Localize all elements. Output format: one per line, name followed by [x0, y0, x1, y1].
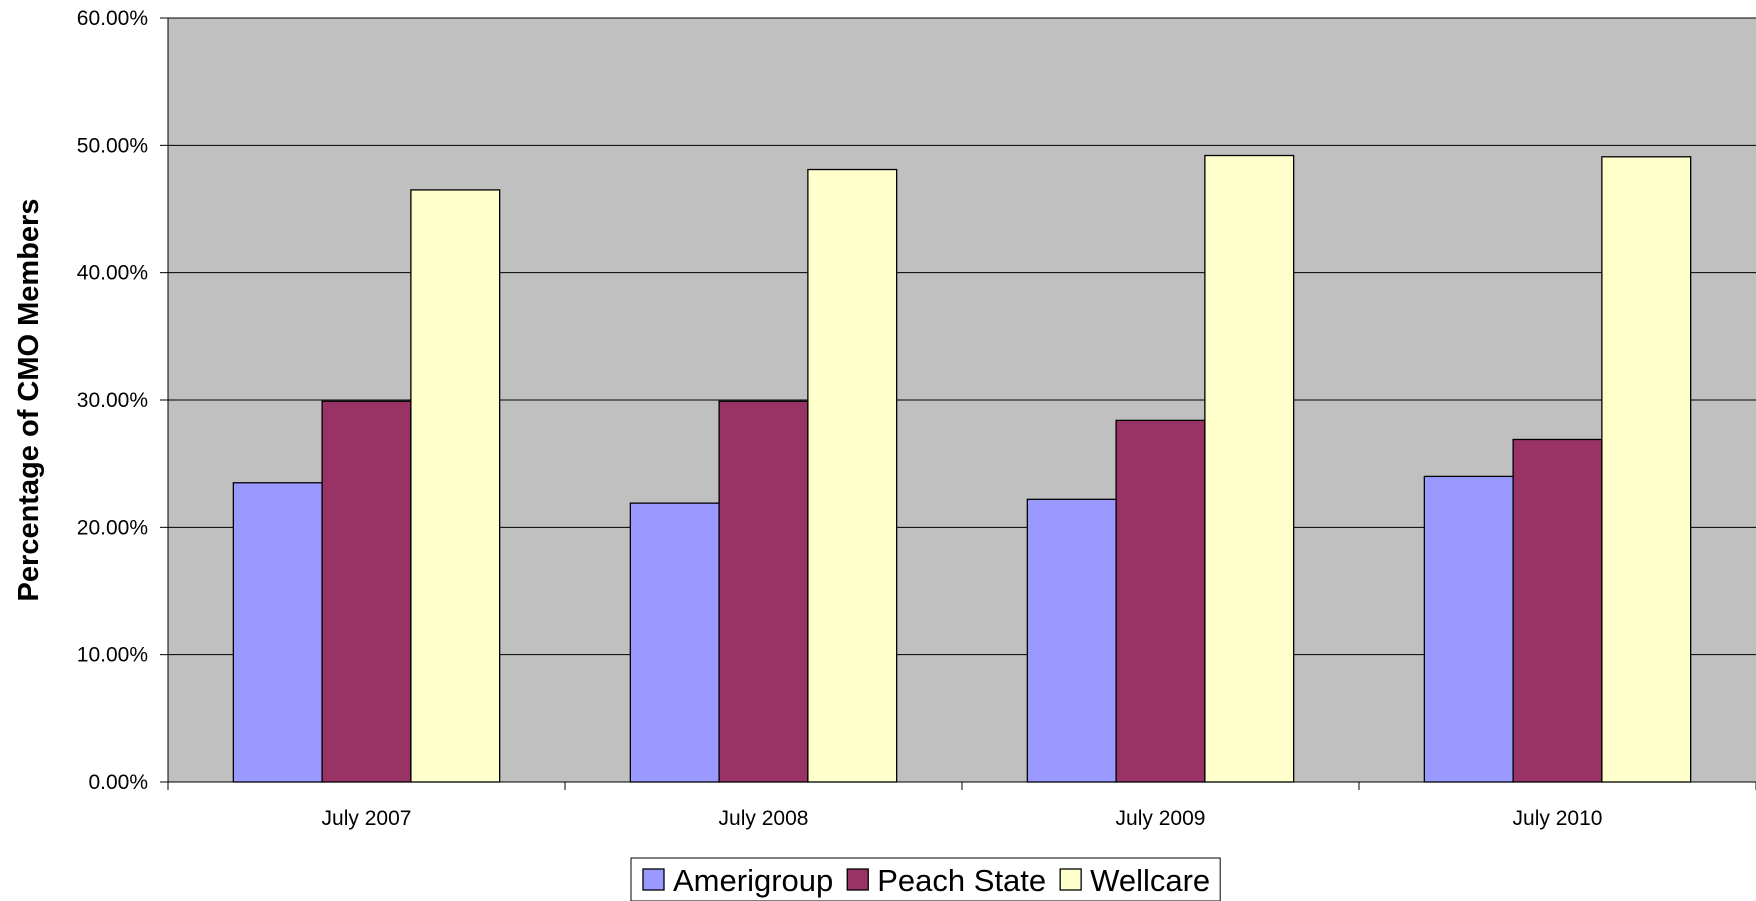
bar-wellcare — [1204, 154, 1295, 783]
bar-peach-state — [718, 400, 809, 783]
legend-swatch — [846, 868, 869, 891]
legend-label: Wellcare — [1090, 863, 1210, 898]
bar-wellcare — [410, 189, 501, 783]
x-tick-label: July 2007 — [322, 807, 412, 830]
x-tick-label: July 2009 — [1116, 807, 1206, 830]
bar-amerigroup — [232, 482, 323, 783]
legend: Amerigroup Peach State Wellcare — [630, 857, 1221, 901]
y-tick-label: 10.00% — [77, 644, 148, 667]
axes — [160, 17, 1756, 790]
bar-amerigroup — [1026, 498, 1117, 783]
bar-peach-state — [1512, 438, 1603, 783]
legend-frame — [630, 857, 1221, 901]
bar-amerigroup — [1423, 475, 1514, 783]
bar-wellcare — [807, 168, 898, 783]
bars — [232, 154, 1692, 783]
y-tick-label: 40.00% — [77, 262, 148, 285]
legend-swatch — [1059, 868, 1082, 891]
bar-peach-state — [1115, 419, 1206, 783]
x-tick-label: July 2010 — [1513, 807, 1603, 830]
y-tick-label: 50.00% — [77, 134, 148, 157]
legend-label: Peach State — [877, 863, 1046, 898]
legend-label: Amerigroup — [673, 863, 833, 898]
y-tick-label: 30.00% — [77, 389, 148, 412]
bar-wellcare — [1601, 156, 1692, 783]
y-tick-label: 0.00% — [88, 771, 148, 794]
x-tick-label: July 2008 — [719, 807, 809, 830]
legend-swatch — [642, 868, 665, 891]
y-tick-label: 20.00% — [77, 516, 148, 539]
bar-peach-state — [321, 400, 412, 783]
y-tick-label: 60.00% — [77, 7, 148, 30]
y-tick-labels: 0.00% 10.00% 20.00% 30.00% 40.00% 50.00% 60.00… — [77, 7, 148, 794]
x-tick-labels: July 2007 July 2008 July 2009 July 2010 — [322, 807, 1603, 830]
bar-amerigroup — [629, 502, 720, 783]
y-axis-title: Percentage of CMO Members — [13, 199, 45, 602]
